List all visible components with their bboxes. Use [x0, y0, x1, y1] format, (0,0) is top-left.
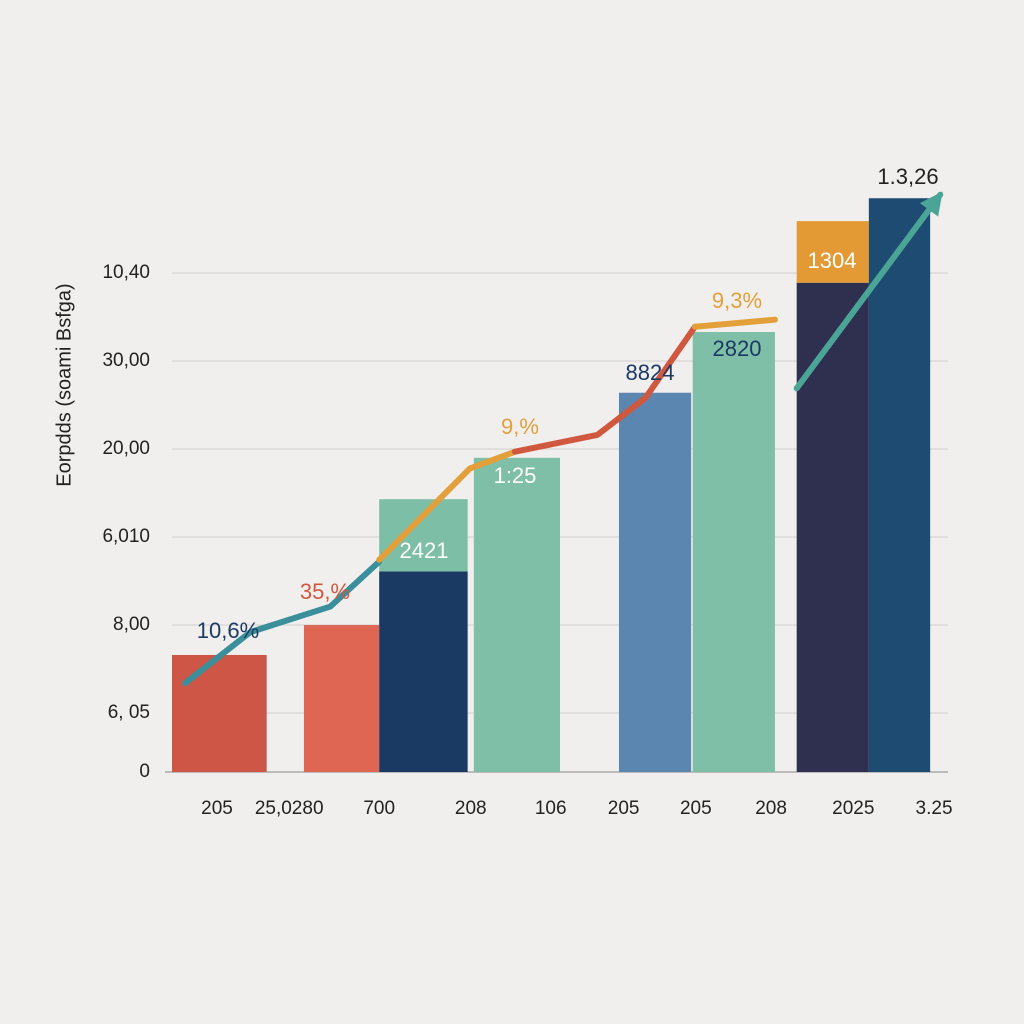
y-tick-label: 0 [139, 761, 150, 782]
y-tick-label: 6,010 [102, 526, 150, 547]
trend-line [692, 316, 778, 330]
annotation: 2421 [400, 538, 449, 563]
annotation: 35,% [300, 579, 350, 604]
x-tick-label: 208 [455, 798, 487, 819]
x-tick-label: 2025 [832, 798, 874, 819]
annotation: 10,6% [197, 618, 259, 643]
x-tick-label: 208 [755, 798, 787, 819]
bar-segment [692, 332, 775, 772]
annotation: 1.3,26 [877, 164, 938, 189]
bar-segment [796, 282, 869, 772]
bar-segment [618, 392, 692, 772]
y-tick-label: 20,00 [102, 438, 150, 459]
trend-line [182, 558, 383, 687]
x-tick-label: 205 [608, 798, 640, 819]
trend-line [793, 191, 944, 392]
x-tick-label: 106 [535, 798, 567, 819]
y-tick-label: 10,40 [102, 262, 150, 283]
x-tick-label: 205 [201, 798, 233, 819]
y-tick-label: 6, 05 [108, 702, 150, 723]
y-axis-label: Eorpdds (soami Bsfga) [53, 283, 75, 486]
y-tick-label: 8,00 [113, 614, 150, 635]
trend-line [376, 448, 518, 563]
x-tick-label: 205 [680, 798, 712, 819]
bar-segment [868, 198, 931, 773]
bar-segment [796, 221, 869, 283]
trend-line [511, 323, 699, 455]
bar-segment [172, 654, 267, 772]
annotation: 1304 [808, 248, 857, 273]
bar-segment [379, 571, 468, 772]
x-tick-label: 25,0280 [255, 798, 324, 819]
annotation: 2820 [713, 336, 762, 361]
bar-segment [473, 457, 560, 772]
annotation: 1:25 [494, 463, 537, 488]
annotation: 9,% [501, 414, 539, 439]
bar-segment [303, 625, 380, 772]
x-tick-label: 700 [363, 798, 395, 819]
arrow-head [919, 191, 943, 217]
annotation: 8824 [626, 360, 675, 385]
x-tick-label: 3.25 [916, 798, 953, 819]
annotation: 9,3% [712, 288, 762, 313]
y-tick-label: 30,00 [102, 350, 150, 371]
